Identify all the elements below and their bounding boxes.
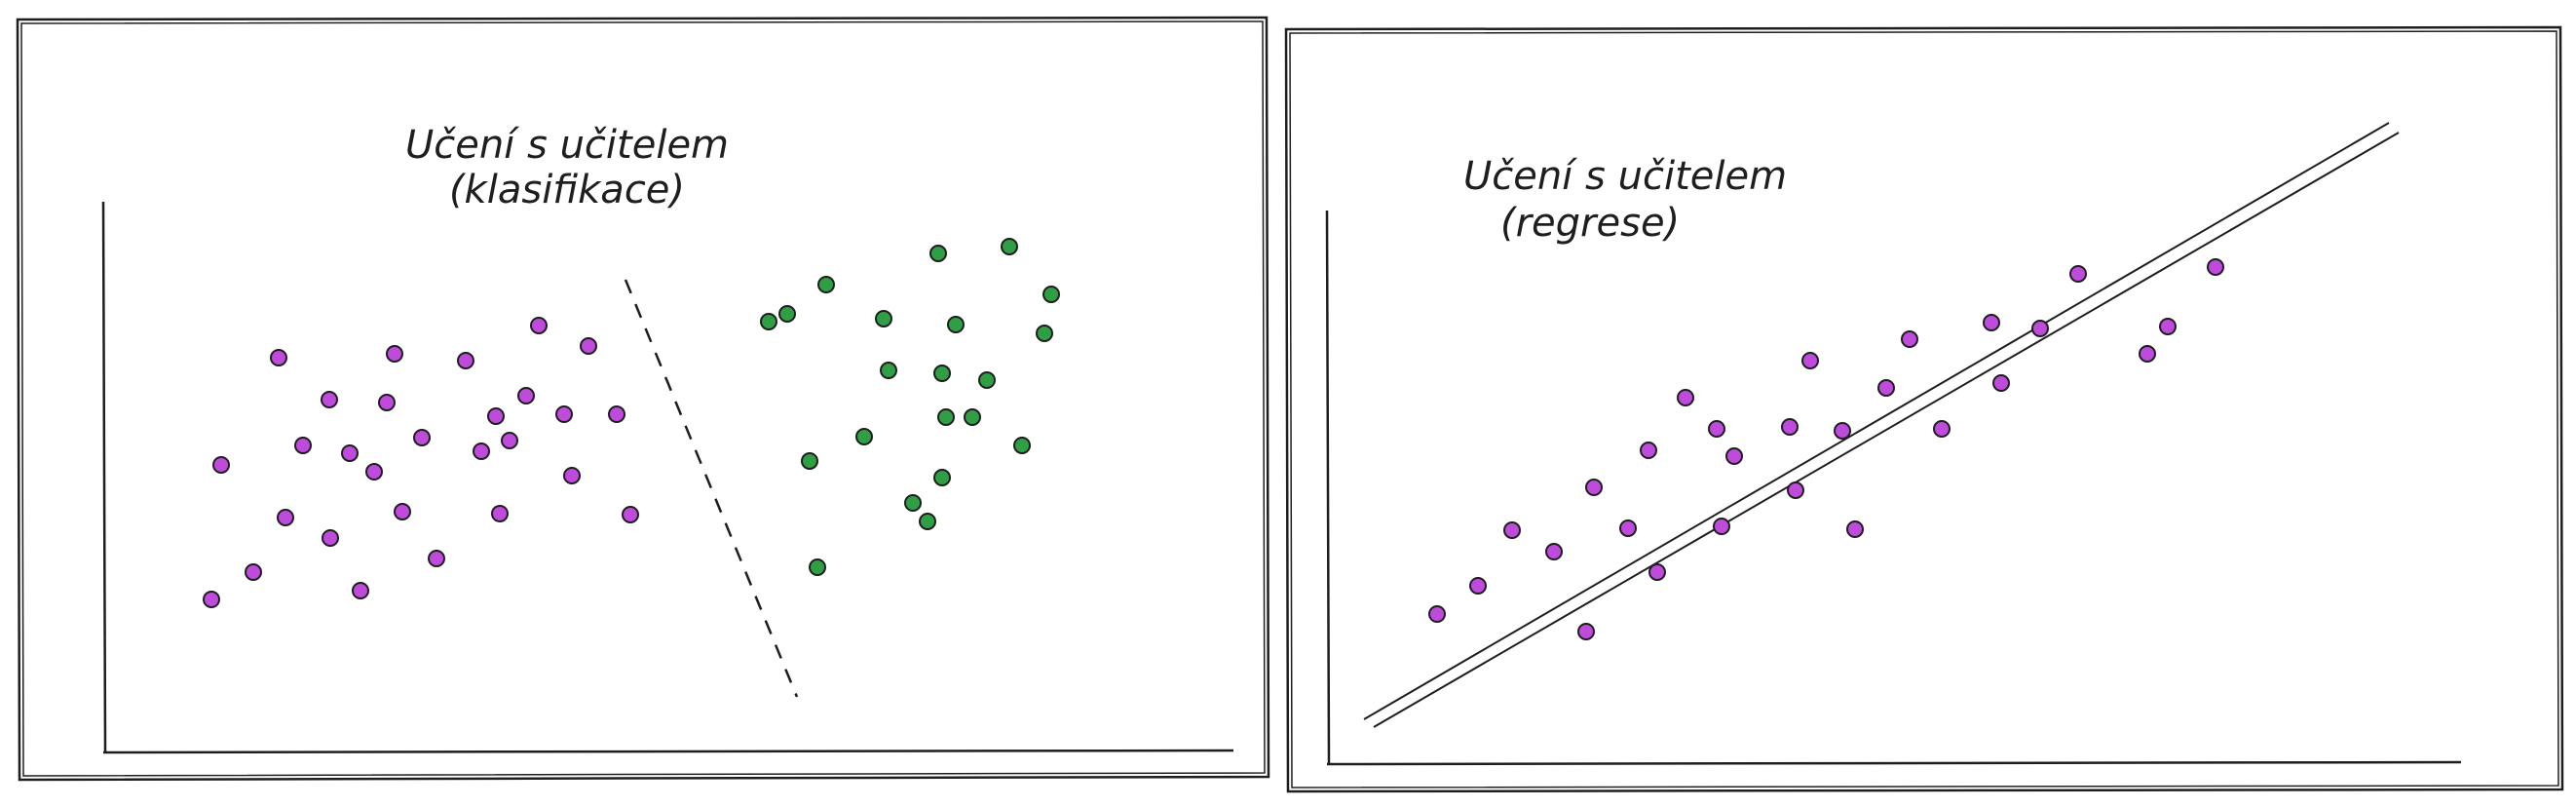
regression-point-9 [1648,563,1666,581]
classification-frame-sketch [20,20,1266,777]
regression-point-16 [1801,352,1819,369]
class-a-point-11 [341,444,359,462]
regression-point-1 [1428,605,1446,623]
class-a-point-13 [413,429,431,446]
regression-point-26 [2139,345,2156,363]
decision-boundary [624,279,799,698]
class-a-point-21 [394,503,411,520]
class-b-point-16 [1013,437,1031,454]
class-a-point-18 [212,456,230,474]
class-b-point-4 [929,245,947,262]
class-a-point-25 [245,563,262,581]
regression-point-23 [1992,374,2010,392]
class-a-point-28 [428,550,445,567]
class-b-point-11 [933,365,951,382]
class-a-point-12 [365,463,383,481]
regression-title-line2: (regrese) [1500,201,1680,246]
regression-point-12 [1713,518,1730,535]
regression-points [1428,258,2224,640]
regression-point-10 [1677,389,1694,406]
regression-point-15 [1787,481,1804,499]
class-b-point-3 [817,276,835,293]
regression-point-25 [2069,265,2087,283]
class-a-point-4 [530,317,548,334]
classification-frame [16,16,1270,782]
class-b-points [760,238,1060,576]
regression-line-sketch [1373,132,2400,728]
class-a-point-26 [203,591,220,608]
class-b-point-9 [947,316,965,333]
regression-point-24 [2031,320,2049,337]
class-b-point-7 [1036,325,1053,342]
regression-point-21 [1933,420,1951,438]
regression-point-5 [1577,623,1595,640]
class-b-point-1 [760,313,777,330]
class-a-point-20 [322,529,339,547]
regression-point-27 [2159,318,2177,335]
class-a-point-5 [580,337,597,355]
class-b-point-2 [778,305,796,323]
classification-x-axis [102,749,1234,754]
class-a-point-2 [386,345,403,363]
class-a-point-8 [378,394,396,411]
class-a-point-27 [352,582,369,599]
regression-x-axis [1326,760,2462,766]
regression-point-14 [1781,418,1799,436]
class-a-point-10 [294,437,312,454]
class-a-point-17 [608,405,625,423]
class-a-point-23 [563,467,581,484]
regression-point-11 [1708,420,1725,438]
class-b-point-21 [809,558,826,576]
regression-frame [1284,25,2564,793]
regression-point-19 [1877,379,1895,397]
class-b-point-18 [933,469,951,486]
regression-point-6 [1585,479,1603,496]
class-a-point-19 [277,509,294,526]
class-a-point-3 [457,352,474,369]
regression-point-2 [1469,577,1487,595]
class-a-point-1 [270,349,287,366]
regression-frame-sketch [1289,30,2559,789]
classification-panel: Učení s učitelem (klasifikace) [16,16,1270,782]
regression-point-18 [1846,520,1864,538]
class-a-point-9 [487,407,505,425]
regression-point-22 [1983,314,2000,331]
class-a-point-16 [555,405,573,423]
class-a-points [203,317,639,608]
regression-y-axis [1325,210,1331,765]
regression-point-20 [1901,330,1918,348]
regression-title-line1: Učení s učitelem [1463,154,1787,199]
class-b-point-5 [1001,238,1018,255]
class-b-point-10 [880,362,897,379]
class-b-point-17 [801,452,818,470]
classification-title-line2: (klasifikace) [449,168,685,212]
class-b-point-12 [978,371,996,389]
regression-point-28 [2207,258,2224,276]
class-a-point-24 [622,506,639,523]
classification-y-axis [101,201,107,753]
regression-point-7 [1619,519,1637,537]
class-b-point-8 [875,310,892,327]
class-a-point-15 [501,432,518,449]
regression-point-17 [1834,422,1851,440]
class-b-point-15 [964,408,981,426]
class-a-point-7 [321,391,338,408]
regression-panel: Učení s učitelem (regrese) [1284,25,2564,793]
class-a-point-14 [473,442,490,460]
regression-point-13 [1725,447,1743,465]
class-b-point-19 [904,494,922,512]
classification-title-line1: Učení s učitelem [405,123,729,168]
regression-line [1363,122,2390,720]
regression-point-4 [1545,543,1563,560]
class-b-point-13 [855,428,873,445]
class-a-point-6 [517,387,535,404]
class-b-point-14 [937,408,955,426]
regression-point-3 [1503,521,1521,539]
class-b-point-6 [1042,286,1060,303]
class-a-point-22 [491,505,509,522]
regression-point-8 [1640,442,1657,459]
class-b-point-20 [919,513,936,530]
